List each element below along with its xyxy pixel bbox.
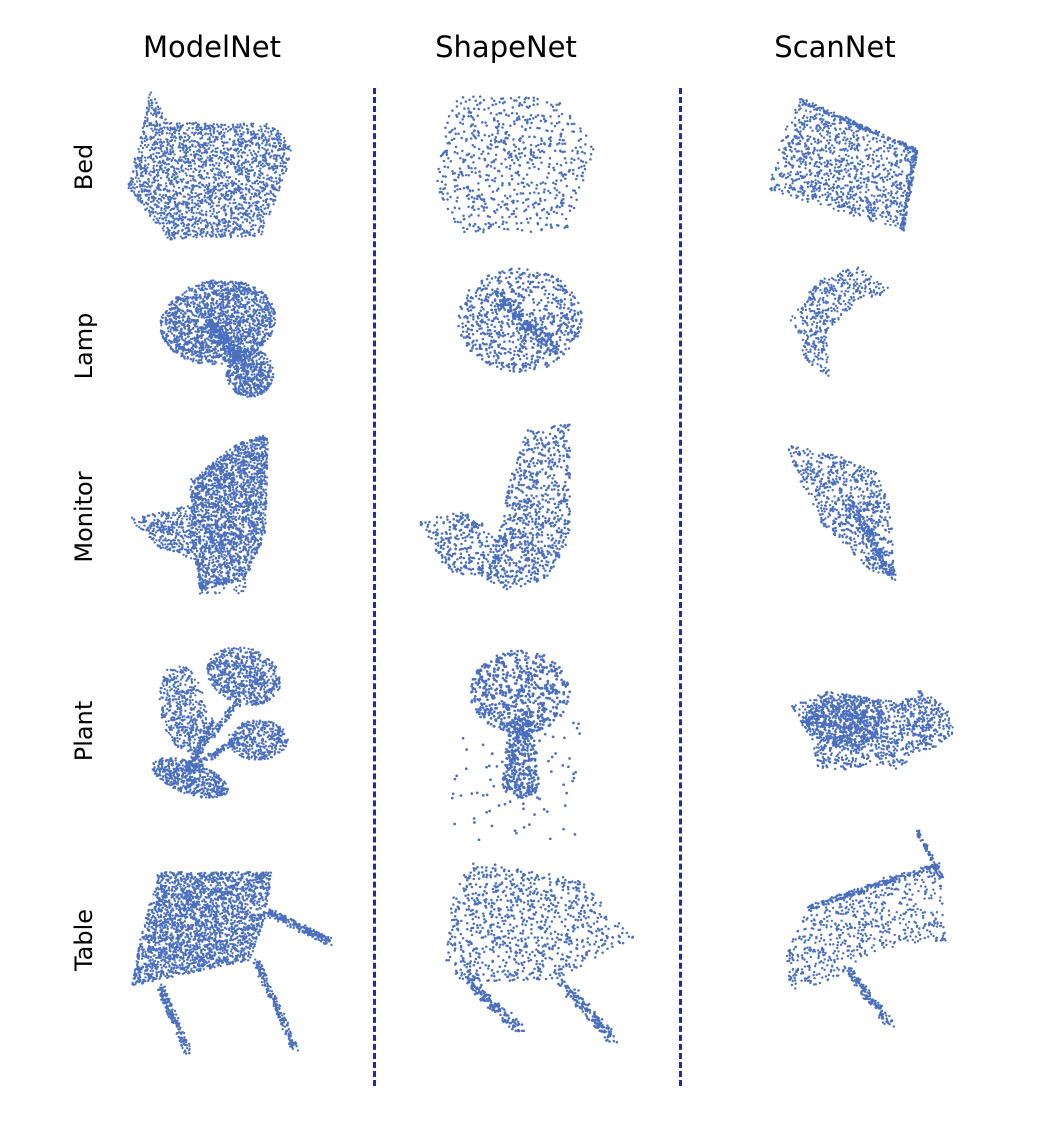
- modelnet-bed-cloud: [127, 91, 292, 241]
- scannet-bed-cloud: [769, 98, 919, 232]
- column-title-modelnet: ModelNet: [62, 30, 362, 64]
- shapenet-monitor-cloud: [419, 423, 572, 591]
- shapenet-lamp-cloud: [457, 267, 583, 374]
- column-title-shapenet: ShapeNet: [356, 30, 656, 64]
- modelnet-monitor-cloud: [130, 434, 269, 595]
- scannet-table-cloud: [785, 829, 947, 1028]
- scannet-plant-cloud: [791, 690, 954, 771]
- shapenet-table-cloud: [445, 862, 635, 1044]
- scannet-monitor-cloud: [787, 445, 897, 581]
- modelnet-lamp-cloud: [159, 279, 277, 398]
- column-divider-1: [373, 88, 376, 1086]
- column-title-scannet: ScanNet: [685, 30, 985, 64]
- column-divider-2: [679, 88, 682, 1086]
- scannet-lamp-cloud: [789, 266, 889, 377]
- modelnet-plant-cloud: [151, 646, 289, 799]
- modelnet-table-cloud: [131, 870, 333, 1055]
- shapenet-plant-cloud: [450, 649, 582, 842]
- shapenet-bed-cloud: [436, 95, 595, 234]
